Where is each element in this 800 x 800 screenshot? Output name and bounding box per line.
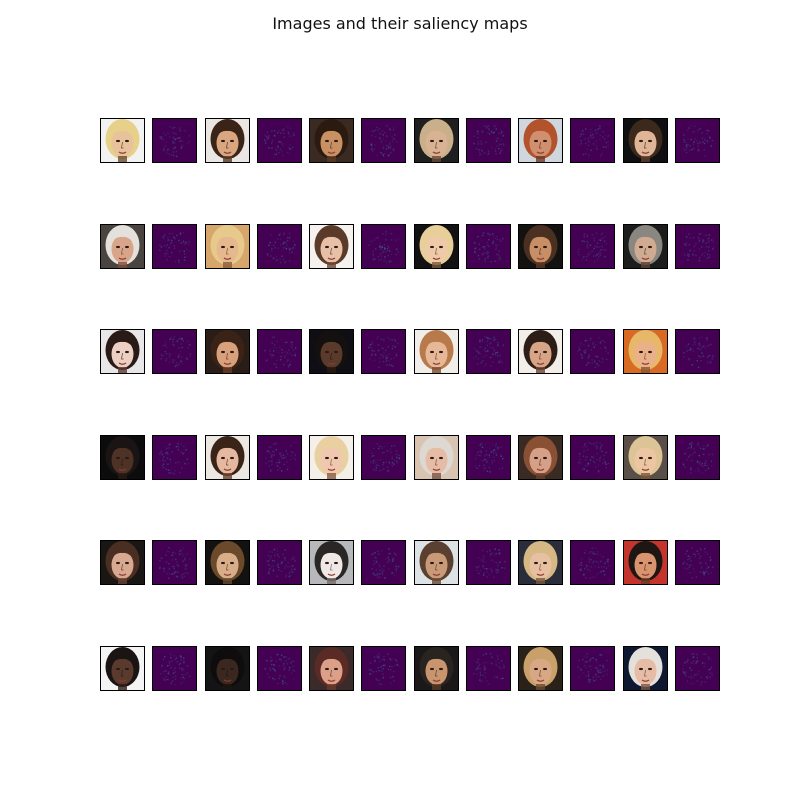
face-image [309,435,354,480]
face-image [100,118,145,163]
saliency-map [152,118,197,163]
saliency-map [466,329,511,374]
saliency-map [361,646,406,691]
face-image [100,435,145,480]
face-image [205,540,250,585]
saliency-map [570,435,615,480]
saliency-map [675,224,720,269]
face-image [518,435,563,480]
face-image [518,646,563,691]
saliency-map [257,646,302,691]
saliency-map [466,435,511,480]
face-image [414,435,459,480]
face-image [414,224,459,269]
face-image [623,540,668,585]
face-image [623,329,668,374]
saliency-map [257,435,302,480]
face-image [205,435,250,480]
saliency-map [675,646,720,691]
face-image [309,329,354,374]
saliency-map [152,540,197,585]
face-image [100,329,145,374]
face-image [518,224,563,269]
figure-title: Images and their saliency maps [272,14,528,33]
saliency-map [257,329,302,374]
saliency-map [361,118,406,163]
face-image [205,224,250,269]
saliency-map [570,118,615,163]
face-image [623,435,668,480]
face-image [414,646,459,691]
saliency-map [257,118,302,163]
saliency-map [570,224,615,269]
saliency-map [466,540,511,585]
saliency-map [466,118,511,163]
saliency-map [152,435,197,480]
face-image [623,224,668,269]
face-image [623,118,668,163]
saliency-map [361,540,406,585]
saliency-map [152,646,197,691]
saliency-map [361,224,406,269]
face-image [414,329,459,374]
saliency-map [152,329,197,374]
saliency-map [152,224,197,269]
saliency-map [570,540,615,585]
face-image [100,646,145,691]
saliency-map [361,435,406,480]
saliency-map [361,329,406,374]
saliency-map [675,118,720,163]
saliency-map [466,224,511,269]
face-image [100,224,145,269]
saliency-map [257,540,302,585]
face-image [309,118,354,163]
saliency-map [466,646,511,691]
saliency-map [675,329,720,374]
saliency-map [675,540,720,585]
face-image [518,118,563,163]
face-image [205,646,250,691]
saliency-map [570,329,615,374]
face-image [414,118,459,163]
face-image [205,329,250,374]
saliency-map [257,224,302,269]
saliency-map [570,646,615,691]
face-image [309,646,354,691]
face-image [518,540,563,585]
face-image [623,646,668,691]
face-image [100,540,145,585]
face-image [518,329,563,374]
face-image [205,118,250,163]
face-image [414,540,459,585]
face-image [309,540,354,585]
face-image [309,224,354,269]
saliency-map [675,435,720,480]
